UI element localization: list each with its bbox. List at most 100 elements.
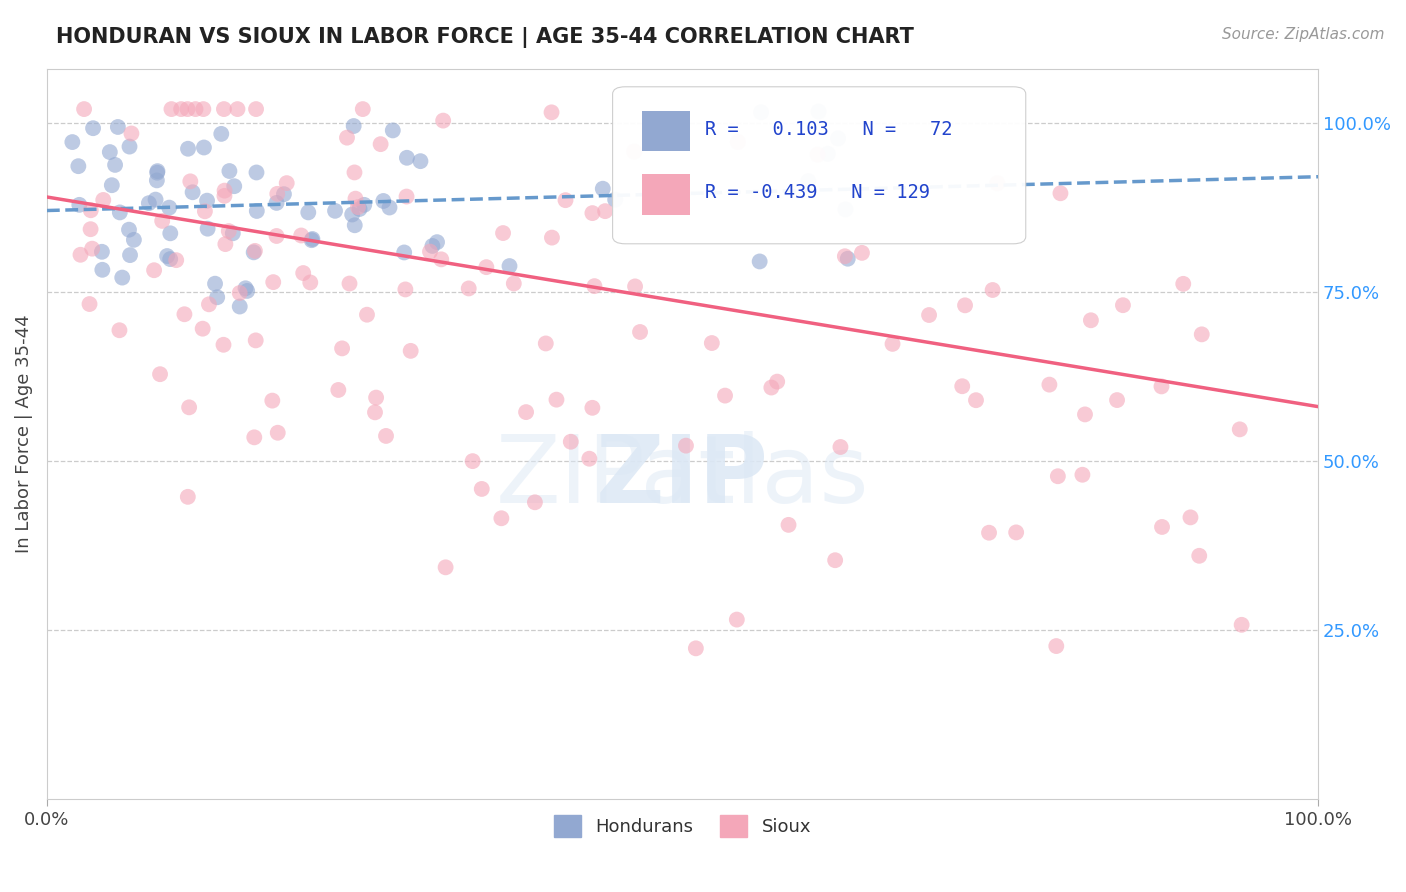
Point: [394, 282, 416, 296]
Point: [628, 325, 651, 339]
Point: [581, 401, 603, 415]
Text: ZIPatlas: ZIPatlas: [496, 432, 869, 524]
Point: [236, 284, 259, 298]
Point: [179, 401, 201, 415]
Point: [593, 204, 616, 219]
Point: [409, 154, 432, 169]
Point: [797, 174, 820, 188]
Point: [218, 224, 240, 238]
Point: [146, 173, 169, 187]
Point: [209, 127, 232, 141]
Point: [392, 245, 415, 260]
Point: [1038, 377, 1060, 392]
Point: [245, 165, 267, 179]
Point: [197, 221, 219, 235]
Point: [1049, 186, 1071, 201]
Point: [475, 260, 498, 274]
Point: [1229, 422, 1251, 436]
Point: [675, 439, 697, 453]
Point: [1150, 379, 1173, 393]
Point: [356, 308, 378, 322]
Point: [176, 102, 198, 116]
Point: [179, 174, 201, 188]
Point: [918, 308, 941, 322]
Point: [426, 235, 449, 249]
Point: [150, 214, 173, 228]
Point: [212, 338, 235, 352]
Point: [229, 300, 252, 314]
Text: R =   0.103   N =   72: R = 0.103 N = 72: [706, 120, 953, 138]
Point: [193, 140, 215, 154]
Point: [91, 193, 114, 207]
Point: [523, 495, 546, 509]
Point: [226, 102, 249, 116]
Point: [824, 553, 846, 567]
Point: [950, 379, 973, 393]
Point: [79, 222, 101, 236]
Point: [965, 393, 987, 408]
Point: [381, 123, 404, 137]
Point: [108, 205, 131, 219]
Point: [107, 120, 129, 134]
Point: [69, 248, 91, 262]
Point: [170, 102, 193, 116]
Point: [375, 429, 398, 443]
Point: [82, 242, 104, 256]
Point: [156, 249, 179, 263]
Point: [830, 440, 852, 454]
Point: [111, 270, 134, 285]
Point: [560, 434, 582, 449]
Point: [977, 525, 1000, 540]
Point: [146, 166, 169, 180]
Point: [191, 321, 214, 335]
Point: [297, 205, 319, 219]
Point: [592, 182, 614, 196]
Point: [352, 102, 374, 116]
Point: [145, 193, 167, 207]
Point: [101, 178, 124, 193]
Point: [228, 285, 250, 300]
Point: [817, 146, 839, 161]
Point: [299, 276, 322, 290]
Point: [242, 245, 264, 260]
Point: [353, 198, 375, 212]
Point: [118, 139, 141, 153]
Point: [343, 165, 366, 179]
FancyBboxPatch shape: [641, 175, 690, 215]
Point: [222, 227, 245, 241]
Point: [364, 405, 387, 419]
Point: [1074, 408, 1097, 422]
Point: [349, 202, 371, 216]
Point: [330, 342, 353, 356]
Legend: Hondurans, Sioux: Hondurans, Sioux: [547, 808, 818, 845]
Point: [953, 298, 976, 312]
Point: [173, 307, 195, 321]
Point: [177, 490, 200, 504]
Point: [422, 239, 444, 253]
Point: [1180, 510, 1202, 524]
Point: [328, 383, 350, 397]
Point: [159, 227, 181, 241]
Point: [159, 252, 181, 266]
Point: [214, 184, 236, 198]
Point: [266, 229, 288, 244]
Point: [725, 613, 748, 627]
Point: [834, 249, 856, 263]
Point: [243, 244, 266, 258]
Point: [214, 237, 236, 252]
Point: [766, 375, 789, 389]
Point: [138, 196, 160, 211]
Point: [749, 105, 772, 120]
Point: [748, 254, 770, 268]
Point: [73, 102, 96, 116]
Point: [624, 279, 647, 293]
Point: [246, 204, 269, 219]
Point: [430, 252, 453, 267]
Point: [370, 137, 392, 152]
Point: [727, 135, 749, 149]
Point: [761, 380, 783, 394]
Point: [623, 145, 645, 159]
Point: [193, 102, 215, 116]
Point: [205, 290, 228, 304]
Point: [118, 222, 141, 236]
